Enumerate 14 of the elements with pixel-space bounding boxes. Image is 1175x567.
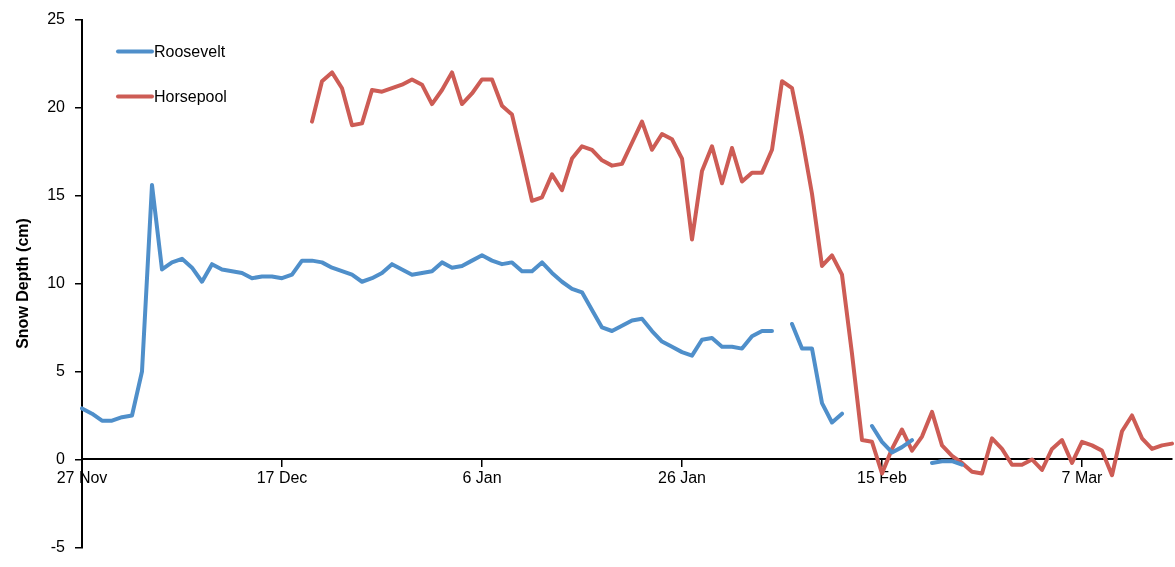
y-tick-label: 10 <box>47 273 66 291</box>
x-tick-label: 7 Mar <box>1061 469 1104 487</box>
y-axis-title: Snow Depth (cm) <box>14 218 32 349</box>
legend-label: Horsepool <box>154 88 227 106</box>
y-tick-label: 5 <box>56 361 66 379</box>
x-tick-label: 6 Jan <box>462 469 502 487</box>
y-tick-label: -5 <box>50 537 66 555</box>
y-tick-label: 25 <box>47 10 66 28</box>
y-tick-label: 15 <box>47 185 66 203</box>
x-tick-label: 17 Dec <box>256 469 308 487</box>
legend-label: Roosevelt <box>154 43 226 61</box>
x-tick-label: 26 Jan <box>657 469 707 487</box>
y-tick-label: 20 <box>47 97 66 115</box>
y-tick-label: 0 <box>56 449 66 467</box>
